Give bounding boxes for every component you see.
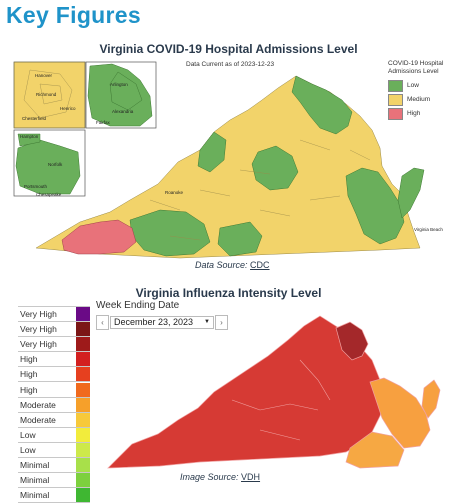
vdh-link[interactable]: VDH xyxy=(241,472,261,482)
intensity-swatch xyxy=(76,427,90,442)
covid-eastern-shore xyxy=(397,167,425,219)
covid-region-low-south xyxy=(217,221,263,257)
chevron-right-icon[interactable]: › xyxy=(215,314,228,330)
label-hanover: Hanover xyxy=(35,73,53,78)
intensity-row: Moderate xyxy=(18,411,90,427)
intensity-label: Low xyxy=(20,444,36,455)
label-roanoke: Roanoke xyxy=(165,190,184,195)
covid-insets: Hanover Richmond Henrico Chesterfield Ar… xyxy=(13,61,157,197)
intensity-swatch xyxy=(76,322,90,337)
intensity-row: Very High xyxy=(18,321,90,337)
covid-legend-row: Low xyxy=(388,80,450,92)
intensity-swatch xyxy=(76,457,90,472)
covid-legend-row: Medium xyxy=(388,94,450,106)
label-hampton: Hampton xyxy=(20,134,39,139)
covid-legend: COVID-19 Hospital Admissions Level Low M… xyxy=(388,60,450,122)
covid-region-high xyxy=(61,219,137,255)
richmond-inset xyxy=(13,61,86,129)
label-fairfax: Fairfax xyxy=(96,120,111,125)
label-portsmouth: Portsmouth xyxy=(24,184,48,189)
intensity-row: Moderate xyxy=(18,396,90,412)
flu-region-eastern xyxy=(369,377,431,449)
intensity-label: Minimal xyxy=(20,475,50,486)
legend-label-low: Low xyxy=(407,82,419,89)
northern-va-inset xyxy=(85,61,157,129)
covid-source-prefix: Data Source: xyxy=(195,260,251,270)
legend-swatch-medium xyxy=(388,94,403,106)
chevron-left-icon[interactable]: ‹ xyxy=(96,314,109,330)
label-chesapeake: Chesapeake xyxy=(36,192,62,197)
intensity-legend: Very High Very High Very High High High High M… xyxy=(18,306,90,503)
week-date-value: December 23, 2023 xyxy=(114,317,194,327)
intensity-row: Very High xyxy=(18,306,90,322)
week-date-dropdown[interactable]: December 23, 2023 ▼ xyxy=(110,315,214,329)
covid-region-low-southwest xyxy=(129,209,211,257)
intensity-label: High xyxy=(20,369,38,380)
intensity-label: Moderate xyxy=(20,414,56,425)
intensity-swatch xyxy=(76,397,90,412)
covid-legend-title: COVID-19 Hospital Admissions Level xyxy=(388,60,444,75)
covid-region-low-north xyxy=(291,75,353,135)
intensity-row: Minimal xyxy=(18,456,90,472)
label-norfolk: Norfolk xyxy=(48,162,63,167)
intensity-label: Minimal xyxy=(20,490,50,501)
data-current-label: Data Current as of 2023-12-23 xyxy=(186,61,275,68)
intensity-label: Very High xyxy=(20,339,57,350)
covid-map-title: Virginia COVID-19 Hospital Admissions Le… xyxy=(99,42,358,56)
covid-region-low-east xyxy=(345,167,405,245)
intensity-swatch xyxy=(76,382,90,397)
covid-region-low-central xyxy=(251,145,299,191)
intensity-label: High xyxy=(20,354,38,365)
intensity-label: High xyxy=(20,384,38,395)
legend-label-high: High xyxy=(407,110,421,117)
covid-state-map: Roanoke Virginia Beach xyxy=(35,75,443,259)
flu-source-prefix: Image Source: xyxy=(180,472,242,482)
flu-image-source: Image Source: VDH xyxy=(180,472,260,482)
intensity-row: Low xyxy=(18,441,90,457)
label-henrico: Henrico xyxy=(60,106,76,111)
intensity-label: Very High xyxy=(20,324,57,335)
week-ending-label: Week Ending Date xyxy=(96,300,180,311)
intensity-swatch xyxy=(76,488,90,503)
legend-label-medium: Medium xyxy=(407,96,431,103)
intensity-swatch xyxy=(76,473,90,488)
intensity-label: Low xyxy=(20,429,36,440)
intensity-swatch xyxy=(76,352,90,367)
intensity-label: Moderate xyxy=(20,399,56,410)
label-richmond: Richmond xyxy=(36,92,57,97)
intensity-row: Minimal xyxy=(18,472,90,488)
intensity-swatch xyxy=(76,367,90,382)
label-chesterfield: Chesterfield xyxy=(22,116,47,121)
week-date-selector: ‹ December 23, 2023 ▼ › xyxy=(96,314,228,330)
intensity-row: High xyxy=(18,381,90,397)
intensity-swatch xyxy=(76,412,90,427)
intensity-row: Very High xyxy=(18,336,90,352)
flu-eastern-shore xyxy=(421,379,441,419)
label-alexandria: Alexandria xyxy=(112,109,134,114)
page-heading: Key Figures xyxy=(6,2,141,28)
intensity-row: High xyxy=(18,351,90,367)
legend-swatch-high xyxy=(388,108,403,120)
intensity-row: High xyxy=(18,366,90,382)
flu-region-northern xyxy=(335,321,369,361)
legend-swatch-low xyxy=(388,80,403,92)
covid-data-source: Data Source: CDC xyxy=(195,260,270,270)
flu-region-southeast xyxy=(345,431,405,469)
label-arlington: Arlington xyxy=(110,82,128,87)
cdc-link[interactable]: CDC xyxy=(250,260,270,270)
hampton-roads-inset xyxy=(13,129,86,197)
intensity-label: Minimal xyxy=(20,459,50,470)
flu-map-title: Virginia Influenza Intensity Level xyxy=(135,286,322,300)
intensity-label: Very High xyxy=(20,309,57,320)
intensity-swatch xyxy=(76,307,90,322)
intensity-swatch xyxy=(76,442,90,457)
label-virginia-beach: Virginia Beach xyxy=(414,227,443,232)
covid-legend-row: High xyxy=(388,108,450,120)
caret-down-icon: ▼ xyxy=(204,319,210,325)
covid-region-low-valley xyxy=(197,131,227,173)
intensity-swatch xyxy=(76,337,90,352)
intensity-row: Low xyxy=(18,426,90,442)
